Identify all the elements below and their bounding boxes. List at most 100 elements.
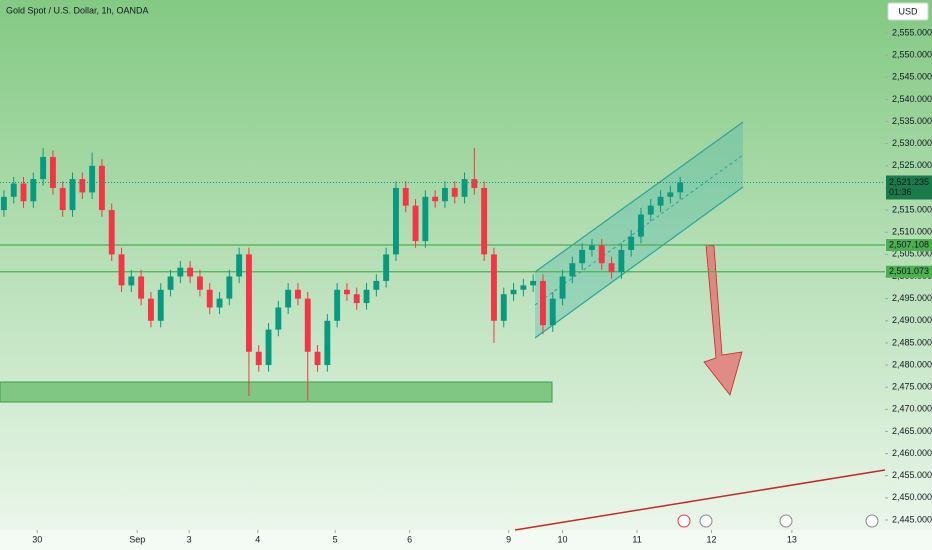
candle-body [255,351,262,366]
candle-body [324,320,331,366]
candle-body [245,254,252,352]
candle-body [275,307,282,330]
candle-body [451,187,458,197]
candle-body [118,254,125,286]
x-tick-label: 13 [787,534,797,544]
channel-lower [534,186,744,339]
candle-body [667,192,674,197]
candle-body [628,236,635,250]
candle-body [647,205,654,215]
candle-body [98,165,105,211]
last-price-tag [886,175,932,200]
candle-body [402,187,409,206]
candle-body [314,351,321,366]
candle-body [89,165,96,193]
level-tag [886,239,932,252]
candle-body [530,280,537,286]
candle-body [304,298,311,352]
x-tick-label: 9 [506,534,511,544]
candle-body [677,182,684,193]
level-tag [886,265,932,278]
candle-body [157,289,164,321]
candle-body [196,276,203,290]
y-tick-label: 2,555.000 [892,27,932,37]
y-tick-label: 2,510.000 [892,227,932,237]
y-tick-label: 2,465.000 [892,426,932,436]
candle-body [0,196,7,211]
candle-body [295,289,301,299]
candle-body [206,289,213,308]
x-tick-label: 30 [32,534,42,544]
plot: 2,555.000 2,550.000 2,545.000 2,540.000 2,53… [0,27,932,544]
candle-body [540,280,546,326]
y-tick-label: 2,470.000 [892,404,932,414]
candle-body [138,276,145,299]
down-arrow [703,244,743,396]
x-tick-label: 5 [333,534,338,544]
candle-body [549,298,556,326]
candle-body [491,254,497,321]
candle-body [353,294,360,304]
candle-body [20,183,27,202]
candle-body [608,263,615,273]
candle-body [559,276,566,299]
candle-body [569,263,576,277]
candle-body [128,276,135,286]
event-icons [677,514,879,528]
candle-body [59,187,66,211]
currency-button[interactable] [887,2,929,21]
trend-line [514,469,886,531]
candle-body [108,210,115,255]
candle-body [422,196,429,242]
candle-body [618,249,625,273]
candle-body [177,267,184,277]
candle-body [442,187,448,202]
currency-label[interactable]: USD [898,6,918,16]
candle-body [79,179,86,193]
candle-body [344,289,350,295]
candle-body [638,214,644,237]
time-axis-bg [0,530,932,550]
y-tick-label: 2,445.000 [892,514,932,524]
support-zone [0,381,553,403]
candle-body [520,285,527,290]
candle-body [49,156,56,188]
candle-body [30,179,37,202]
candle-body [589,245,595,250]
y-tick-label: 2,525.000 [892,160,932,170]
level-label: 2,507.108 [889,239,929,249]
candle-body [373,280,380,290]
last-price-label: 2,521.235 [889,177,929,187]
candle-body [579,249,586,264]
candle-body [383,254,390,281]
y-tick-label: 2,535.000 [892,116,932,126]
y-tick-label: 2,450.000 [892,492,932,502]
candle-body [598,245,605,264]
candle-body [500,294,507,321]
candle-body [236,254,243,277]
candle-body [461,179,468,197]
candle-body [393,187,399,255]
y-tick-label: 2,485.000 [892,337,932,347]
channel-upper [534,121,744,273]
candle-body [10,183,17,197]
candle-body [432,196,439,202]
x-tick-label: 12 [707,534,717,544]
candle-body [187,267,194,277]
y-tick-label: 2,540.000 [892,94,932,104]
countdown-label: 01:36 [889,187,912,197]
y-tick-label: 2,475.000 [892,382,932,392]
candle-body [285,289,292,308]
x-tick-label: 4 [255,534,260,544]
candle-body [69,179,76,211]
y-tick-label: 2,455.000 [892,470,932,480]
y-tick-label: 2,480.000 [892,359,932,369]
x-tick-label: 6 [407,534,412,544]
candle-body [657,196,664,206]
candle-body [147,298,154,321]
x-tick-label: 11 [632,534,641,544]
candle-body [265,329,272,366]
candle-body [167,276,174,290]
y-tick-label: 2,460.000 [892,448,932,458]
